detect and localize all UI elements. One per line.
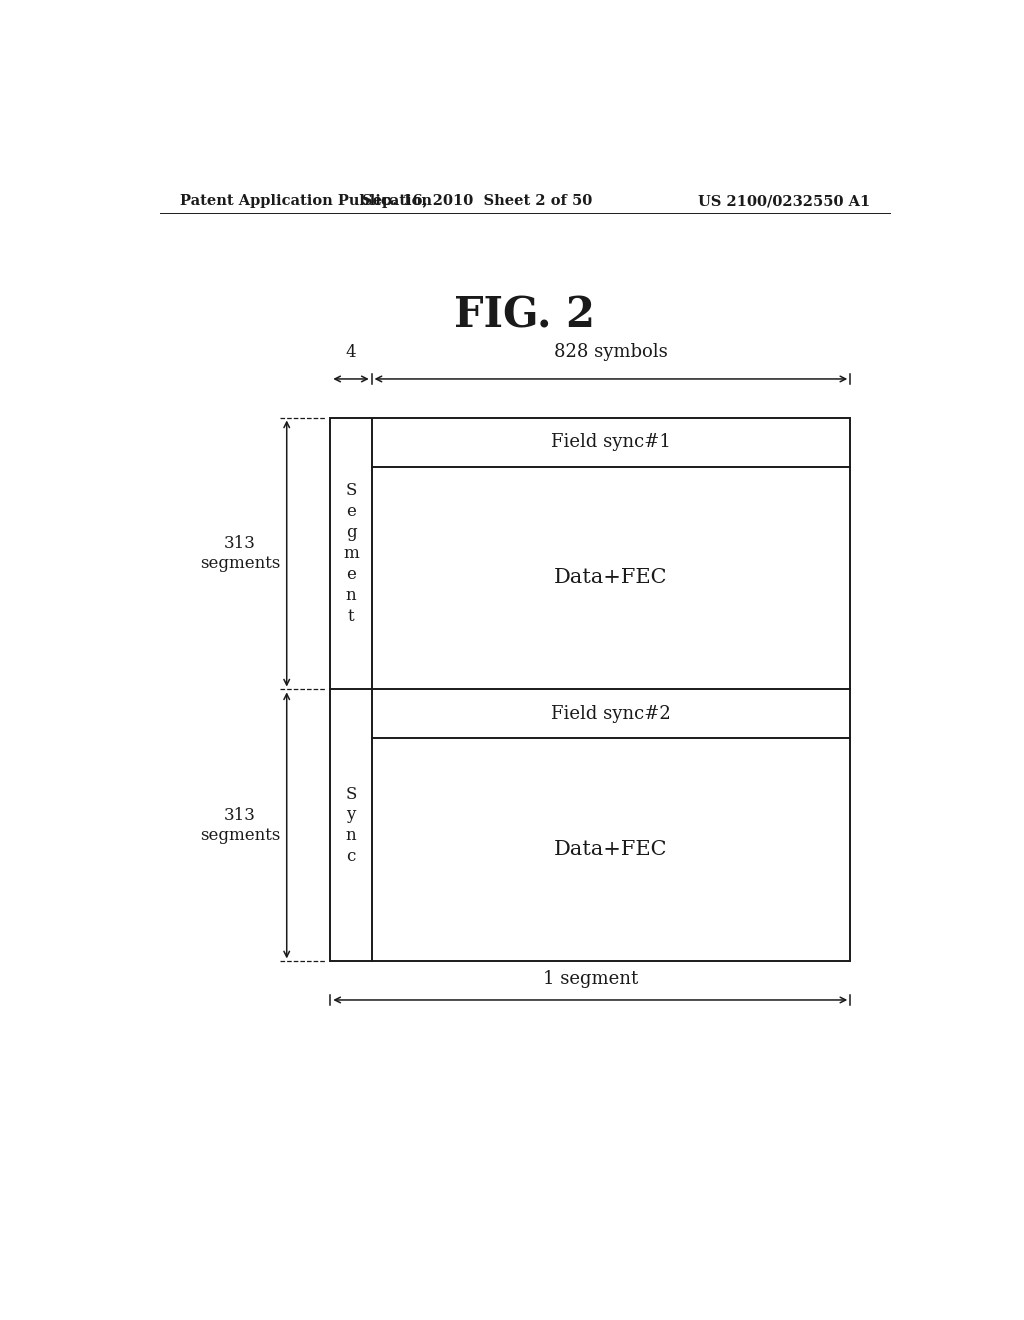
Text: S
e
g
m
e
n
t: S e g m e n t (343, 482, 358, 624)
Text: 828 symbols: 828 symbols (554, 343, 668, 360)
Bar (331, 417, 850, 961)
Text: Data+FEC: Data+FEC (554, 841, 668, 859)
Text: 1 segment: 1 segment (543, 970, 638, 987)
Text: 313
segments: 313 segments (200, 807, 281, 843)
Text: Sep. 16, 2010  Sheet 2 of 50: Sep. 16, 2010 Sheet 2 of 50 (362, 194, 592, 209)
Text: FIG. 2: FIG. 2 (455, 294, 595, 337)
Text: 4: 4 (346, 343, 356, 360)
Text: Data+FEC: Data+FEC (554, 569, 668, 587)
Text: 313
segments: 313 segments (200, 535, 281, 572)
Text: Field sync#1: Field sync#1 (551, 433, 671, 451)
Text: Patent Application Publication: Patent Application Publication (179, 194, 431, 209)
Text: S
y
n
c: S y n c (345, 785, 356, 866)
Text: US 2100/0232550 A1: US 2100/0232550 A1 (697, 194, 870, 209)
Text: Field sync#2: Field sync#2 (551, 705, 671, 723)
